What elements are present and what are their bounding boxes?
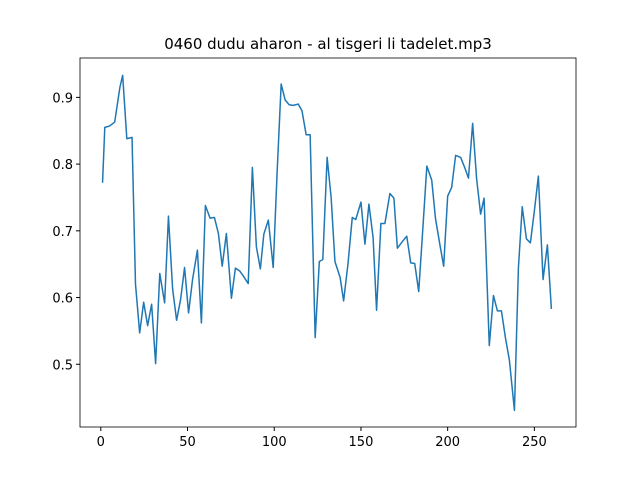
x-tick-label: 50 xyxy=(179,435,196,450)
x-tick-label: 150 xyxy=(349,435,374,450)
y-tick-label: 0.8 xyxy=(52,158,73,173)
y-tick-label: 0.9 xyxy=(52,91,73,106)
x-tick-label: 0 xyxy=(97,435,105,450)
chart-title: 0460 dudu aharon - al tisgeri li tadelet… xyxy=(164,35,492,53)
plot-frame xyxy=(79,57,577,428)
y-tick-label: 0.7 xyxy=(52,225,73,240)
x-tick-label: 200 xyxy=(435,435,460,450)
data-line xyxy=(101,74,553,412)
y-tick-label: 0.6 xyxy=(52,292,73,307)
x-tick-label: 100 xyxy=(262,435,287,450)
x-tick-label: 250 xyxy=(522,435,547,450)
y-tick-label: 0.5 xyxy=(52,358,73,373)
